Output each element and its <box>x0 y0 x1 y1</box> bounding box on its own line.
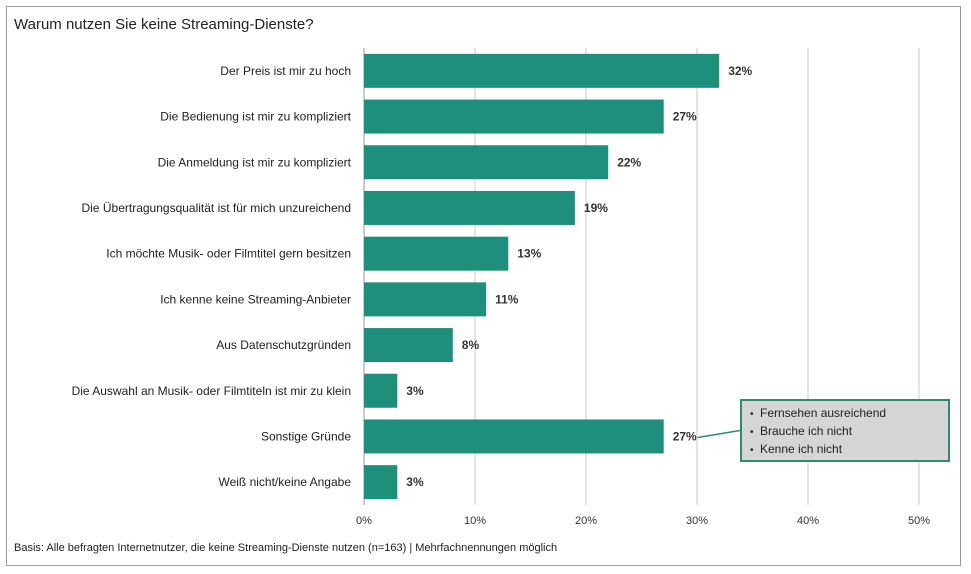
value-label: 13% <box>517 247 541 261</box>
x-tick-label: 0% <box>356 515 372 527</box>
value-label: 32% <box>728 64 752 78</box>
annotation-item: Kenne ich nicht <box>750 441 948 459</box>
bar <box>364 53 720 88</box>
category-label: Sonstige Gründe <box>261 429 351 443</box>
x-tick-label: 10% <box>464 515 486 527</box>
value-label: 3% <box>406 475 424 489</box>
chart-footnote: Basis: Alle befragten Internetnutzer, di… <box>14 542 558 554</box>
category-label: Die Anmeldung ist mir zu kompliziert <box>158 155 352 169</box>
bar <box>364 373 398 408</box>
value-label: 8% <box>462 338 480 352</box>
category-label: Die Übertragungsqualität ist für mich un… <box>82 201 351 215</box>
category-label: Der Preis ist mir zu hoch <box>220 64 351 78</box>
category-label: Weiß nicht/keine Angabe <box>218 475 351 489</box>
annotation-callout: Fernsehen ausreichend Brauche ich nicht … <box>740 399 950 462</box>
annotation-item: Fernsehen ausreichend <box>750 405 948 423</box>
value-label: 22% <box>617 155 641 169</box>
category-label: Ich kenne keine Streaming-Anbieter <box>160 292 351 306</box>
annotation-item: Brauche ich nicht <box>750 423 948 441</box>
bar <box>364 190 575 225</box>
bar <box>364 99 664 134</box>
x-tick-label: 30% <box>686 515 708 527</box>
bar <box>364 465 398 500</box>
bar <box>364 419 664 454</box>
bar <box>364 236 509 271</box>
value-label: 3% <box>406 384 424 398</box>
category-label: Aus Datenschutzgründen <box>216 338 351 352</box>
x-tick-label: 20% <box>575 515 597 527</box>
bar <box>364 328 453 363</box>
chart-title: Warum nutzen Sie keine Streaming-Dienste… <box>14 16 314 33</box>
x-tick-label: 40% <box>797 515 819 527</box>
category-label: Die Auswahl an Musik- oder Filmtiteln is… <box>72 384 351 398</box>
category-label: Ich möchte Musik- oder Filmtitel gern be… <box>106 247 351 261</box>
value-label: 27% <box>673 429 697 443</box>
value-label: 27% <box>673 110 697 124</box>
x-tick-label: 50% <box>908 515 930 527</box>
value-label: 19% <box>584 201 608 215</box>
category-label: Die Bedienung ist mir zu kompliziert <box>160 110 351 124</box>
value-label: 11% <box>495 292 519 306</box>
bar <box>364 282 487 317</box>
bar <box>364 145 609 180</box>
callout-connector <box>697 429 741 439</box>
